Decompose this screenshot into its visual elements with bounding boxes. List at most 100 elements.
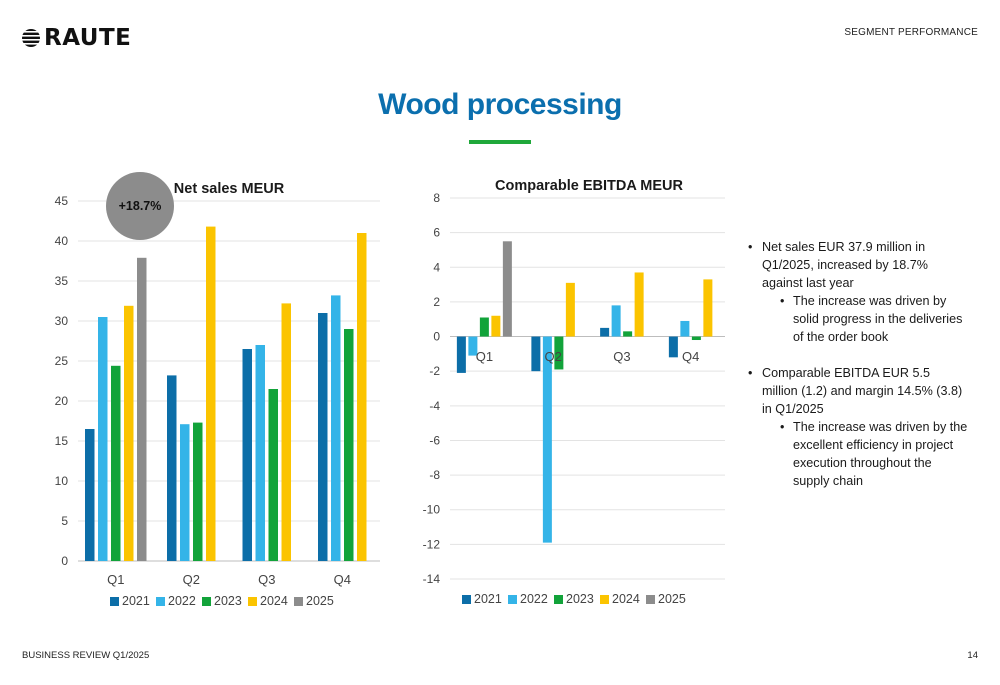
title-underline xyxy=(469,140,531,144)
net-sales-bar-2023 xyxy=(268,389,278,561)
net-sales-bar-2023 xyxy=(193,422,203,561)
net-sales-bar-2022 xyxy=(255,345,265,561)
ebitda-y-tick-label: -4 xyxy=(429,399,440,413)
net-sales-x-tick-label: Q2 xyxy=(183,572,200,587)
net-sales-legend-swatch-2024 xyxy=(248,597,257,606)
bullet-item: Comparable EBITDA EUR 5.5 million (1.2) … xyxy=(748,364,968,490)
net-sales-bar-2024 xyxy=(281,303,291,561)
net-sales-legend-swatch-2023 xyxy=(202,597,211,606)
net-sales-legend-label: 2022 xyxy=(168,594,196,608)
ebitda-bar-2021 xyxy=(456,336,466,373)
sub-bullet-text: The increase was driven by the excellent… xyxy=(793,420,968,488)
ebitda-legend-swatch-2021 xyxy=(462,595,471,604)
net-sales-bar-2021 xyxy=(318,313,328,561)
ebitda-legend-label: 2023 xyxy=(566,592,594,606)
net-sales-legend-label: 2025 xyxy=(306,594,334,608)
ebitda-bar-2025 xyxy=(502,241,512,337)
net-sales-legend-label: 2023 xyxy=(214,594,242,608)
ebitda-x-tick-label: Q4 xyxy=(682,349,699,364)
ebitda-y-tick-label: -12 xyxy=(423,537,441,551)
sub-bullet-item: The increase was driven by the excellent… xyxy=(776,418,968,490)
growth-badge-text: +18.7% xyxy=(118,199,162,213)
ebitda-bar-2022 xyxy=(680,320,690,337)
ebitda-bar-2023 xyxy=(691,336,701,341)
growth-badge: +18.7% xyxy=(106,172,174,240)
ebitda-y-tick-label: 8 xyxy=(433,191,440,205)
net-sales-x-tick-label: Q3 xyxy=(258,572,275,587)
net-sales-bar-2024 xyxy=(357,233,367,561)
net-sales-bar-2024 xyxy=(124,305,134,561)
ebitda-y-tick-label: -10 xyxy=(423,503,441,517)
sub-bullet-item: The increase was driven by solid progres… xyxy=(776,292,968,346)
ebitda-y-tick-label: -14 xyxy=(423,572,441,586)
net-sales-y-tick-label: 25 xyxy=(55,354,69,368)
net-sales-legend-label: 2021 xyxy=(122,594,150,608)
net-sales-bar-2021 xyxy=(85,429,95,561)
ebitda-bar-2024 xyxy=(634,272,644,337)
net-sales-y-tick-label: 30 xyxy=(55,314,69,328)
net-sales-y-tick-label: 0 xyxy=(61,554,68,568)
ebitda-y-tick-label: 6 xyxy=(433,226,440,240)
ebitda-bar-2023 xyxy=(623,331,633,337)
ebitda-chart-title: Comparable EBITDA MEUR xyxy=(495,178,684,194)
net-sales-y-tick-label: 15 xyxy=(55,434,69,448)
ebitda-y-tick-label: 4 xyxy=(433,260,440,274)
sub-bullet-text: The increase was driven by solid progres… xyxy=(793,294,963,344)
net-sales-legend-swatch-2025 xyxy=(294,597,303,606)
logo-text: RAUTE xyxy=(44,25,132,51)
ebitda-legend-label: 2025 xyxy=(658,592,686,606)
net-sales-y-tick-label: 45 xyxy=(55,194,69,208)
raute-logo-icon xyxy=(22,29,40,47)
net-sales-x-tick-label: Q1 xyxy=(107,572,124,587)
ebitda-bar-2021 xyxy=(600,327,610,337)
net-sales-bar-2023 xyxy=(344,329,354,561)
bullet-text: Net sales EUR 37.9 million in Q1/2025, i… xyxy=(762,240,928,290)
net-sales-bar-2022 xyxy=(98,317,108,561)
ebitda-x-tick-label: Q3 xyxy=(613,349,630,364)
net-sales-legend-label: 2024 xyxy=(260,594,288,608)
net-sales-x-tick-label: Q4 xyxy=(334,572,351,587)
ebitda-legend-label: 2024 xyxy=(612,592,640,606)
ebitda-x-tick-label: Q2 xyxy=(544,349,561,364)
ebitda-legend-label: 2021 xyxy=(474,592,502,606)
ebitda-bar-2022 xyxy=(611,305,621,337)
net-sales-bar-2025 xyxy=(137,257,147,561)
bullet-text: Comparable EBITDA EUR 5.5 million (1.2) … xyxy=(762,366,963,416)
net-sales-bar-2022 xyxy=(331,295,341,561)
net-sales-chart-title: Net sales MEUR xyxy=(174,181,285,197)
net-sales-bar-2021 xyxy=(167,375,177,561)
net-sales-bar-2023 xyxy=(111,365,121,561)
net-sales-y-tick-label: 20 xyxy=(55,394,69,408)
ebitda-legend-swatch-2024 xyxy=(600,595,609,604)
ebitda-bar-2021 xyxy=(668,336,678,358)
ebitda-x-tick-label: Q1 xyxy=(476,349,493,364)
ebitda-legend-label: 2022 xyxy=(520,592,548,606)
net-sales-y-tick-label: 40 xyxy=(55,234,69,248)
ebitda-legend-swatch-2022 xyxy=(508,595,517,604)
net-sales-y-tick-label: 10 xyxy=(55,474,69,488)
ebitda-bar-2022 xyxy=(542,336,552,543)
net-sales-y-tick-label: 5 xyxy=(61,514,68,528)
ebitda-y-tick-label: -8 xyxy=(429,468,440,482)
ebitda-y-tick-label: 0 xyxy=(433,330,440,344)
net-sales-bar-2021 xyxy=(242,349,252,561)
section-label: SEGMENT PERFORMANCE xyxy=(844,27,978,38)
ebitda-legend-swatch-2023 xyxy=(554,595,563,604)
net-sales-bar-2022 xyxy=(180,424,190,561)
ebitda-y-tick-label: -2 xyxy=(429,364,440,378)
footer-label: BUSINESS REVIEW Q1/2025 xyxy=(22,650,150,661)
bullet-item: Net sales EUR 37.9 million in Q1/2025, i… xyxy=(748,238,968,346)
ebitda-legend-swatch-2025 xyxy=(646,595,655,604)
ebitda-bar-2023 xyxy=(554,336,564,370)
net-sales-bar-2024 xyxy=(206,226,216,561)
net-sales-y-tick-label: 35 xyxy=(55,274,69,288)
ebitda-y-tick-label: 2 xyxy=(433,295,440,309)
ebitda-bar-2024 xyxy=(491,315,501,337)
ebitda-bar-2024 xyxy=(565,282,575,337)
ebitda-bar-2023 xyxy=(479,317,489,337)
page-number: 14 xyxy=(967,650,978,661)
net-sales-legend-swatch-2022 xyxy=(156,597,165,606)
bullet-list: Net sales EUR 37.9 million in Q1/2025, i… xyxy=(748,238,968,508)
page-title: Wood processing xyxy=(378,88,622,121)
